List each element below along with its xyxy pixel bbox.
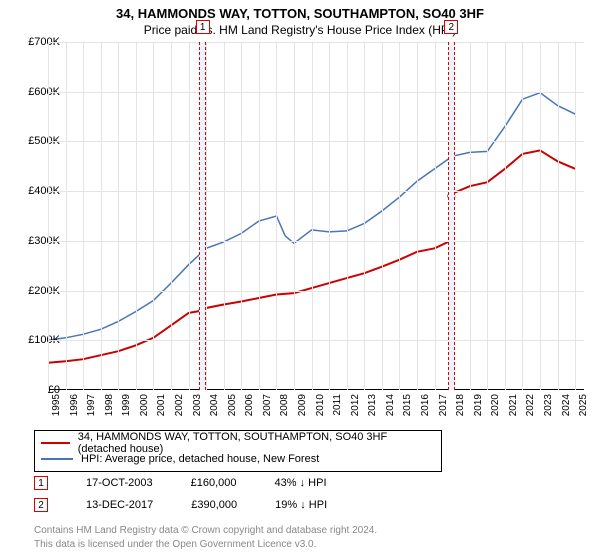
transaction-row: 2 13-DEC-2017 £390,000 19% ↓ HPI: [34, 498, 327, 512]
gridline: [206, 42, 207, 390]
gridline: [540, 42, 541, 390]
gridline: [136, 42, 137, 390]
x-axis-tick: 2001: [156, 394, 167, 416]
legend-item: 34, HAMMONDS WAY, TOTTON, SOUTHAMPTON, S…: [41, 435, 435, 451]
legend-swatch: [41, 442, 70, 444]
x-axis-tick: 2018: [455, 394, 466, 416]
gridline: [48, 340, 584, 341]
gridline: [470, 42, 471, 390]
x-axis-tick: 2006: [244, 394, 255, 416]
chart-lines: [48, 42, 584, 390]
x-axis-tick: 2020: [490, 394, 501, 416]
transaction-price: £390,000: [191, 499, 237, 511]
x-axis-tick: 2017: [438, 394, 449, 416]
x-axis-tick: 2008: [279, 394, 290, 416]
gridline: [101, 42, 102, 390]
x-axis-tick: 2011: [332, 394, 343, 416]
x-axis-tick: 1995: [51, 394, 62, 416]
gridline: [48, 92, 584, 93]
x-axis-tick: 2012: [350, 394, 361, 416]
gridline: [347, 42, 348, 390]
x-axis-tick: 1998: [104, 394, 115, 416]
x-axis-tick: 2004: [209, 394, 220, 416]
gridline: [575, 42, 576, 390]
legend: 34, HAMMONDS WAY, TOTTON, SOUTHAMPTON, S…: [34, 430, 442, 472]
gridline: [487, 42, 488, 390]
gridline: [48, 241, 584, 242]
gridline: [276, 42, 277, 390]
gridline: [558, 42, 559, 390]
x-axis-tick: 2005: [227, 394, 238, 416]
gridline: [382, 42, 383, 390]
x-axis-tick: 2003: [192, 394, 203, 416]
gridline: [189, 42, 190, 390]
gridline: [48, 42, 584, 43]
sale-marker-label: 2: [444, 20, 458, 34]
chart-container: 34, HAMMONDS WAY, TOTTON, SOUTHAMPTON, S…: [0, 0, 600, 560]
footer-line: This data is licensed under the Open Gov…: [34, 538, 377, 552]
x-axis-tick: 2021: [508, 394, 519, 416]
gridline: [312, 42, 313, 390]
x-axis-tick: 1997: [86, 394, 97, 416]
sale-marker-band: [199, 42, 206, 390]
gridline: [259, 42, 260, 390]
gridline: [118, 42, 119, 390]
gridline: [241, 42, 242, 390]
gridline: [435, 42, 436, 390]
chart-title: 34, HAMMONDS WAY, TOTTON, SOUTHAMPTON, S…: [0, 0, 600, 21]
x-axis-tick: 2014: [385, 394, 396, 416]
x-axis-tick: 2009: [297, 394, 308, 416]
gridline: [364, 42, 365, 390]
transaction-badge: 1: [34, 476, 48, 490]
sale-marker-band: [448, 42, 455, 390]
x-axis-tick: 2015: [402, 394, 413, 416]
x-axis-tick: 2019: [473, 394, 484, 416]
sale-marker-label: 1: [196, 20, 210, 34]
x-axis-tick: 2000: [139, 394, 150, 416]
gridline: [153, 42, 154, 390]
x-axis-tick: 2025: [578, 394, 589, 416]
gridline: [66, 42, 67, 390]
footer-line: Contains HM Land Registry data © Crown c…: [34, 524, 377, 538]
gridline: [83, 42, 84, 390]
transaction-price: £160,000: [191, 477, 237, 489]
gridline: [522, 42, 523, 390]
chart-subtitle: Price paid vs. HM Land Registry's House …: [0, 21, 600, 37]
transaction-date: 17-OCT-2003: [86, 477, 153, 489]
x-axis-tick: 2010: [315, 394, 326, 416]
transaction-date: 13-DEC-2017: [86, 499, 153, 511]
x-axis-tick: 2013: [367, 394, 378, 416]
gridline: [48, 141, 584, 142]
transaction-delta: 19% ↓ HPI: [275, 499, 327, 511]
gridline: [224, 42, 225, 390]
legend-label: 34, HAMMONDS WAY, TOTTON, SOUTHAMPTON, S…: [78, 431, 435, 455]
gridline: [399, 42, 400, 390]
x-axis-tick: 1996: [69, 394, 80, 416]
x-axis-tick: 2016: [420, 394, 431, 416]
gridline: [48, 291, 584, 292]
gridline: [505, 42, 506, 390]
legend-swatch: [41, 458, 73, 460]
x-axis-tick: 2022: [525, 394, 536, 416]
gridline: [48, 191, 584, 192]
x-axis-tick: 1999: [121, 394, 132, 416]
gridline: [48, 42, 49, 390]
x-axis-tick: 2002: [174, 394, 185, 416]
gridline: [171, 42, 172, 390]
legend-label: HPI: Average price, detached house, New …: [81, 453, 319, 465]
transaction-delta: 43% ↓ HPI: [275, 477, 327, 489]
gridline: [417, 42, 418, 390]
gridline: [329, 42, 330, 390]
transaction-badge: 2: [34, 498, 48, 512]
gridline: [294, 42, 295, 390]
x-axis-tick: 2024: [561, 394, 572, 416]
x-axis-tick: 2023: [543, 394, 554, 416]
footer: Contains HM Land Registry data © Crown c…: [34, 524, 377, 551]
transaction-row: 1 17-OCT-2003 £160,000 43% ↓ HPI: [34, 476, 327, 490]
x-axis-tick: 2007: [262, 394, 273, 416]
